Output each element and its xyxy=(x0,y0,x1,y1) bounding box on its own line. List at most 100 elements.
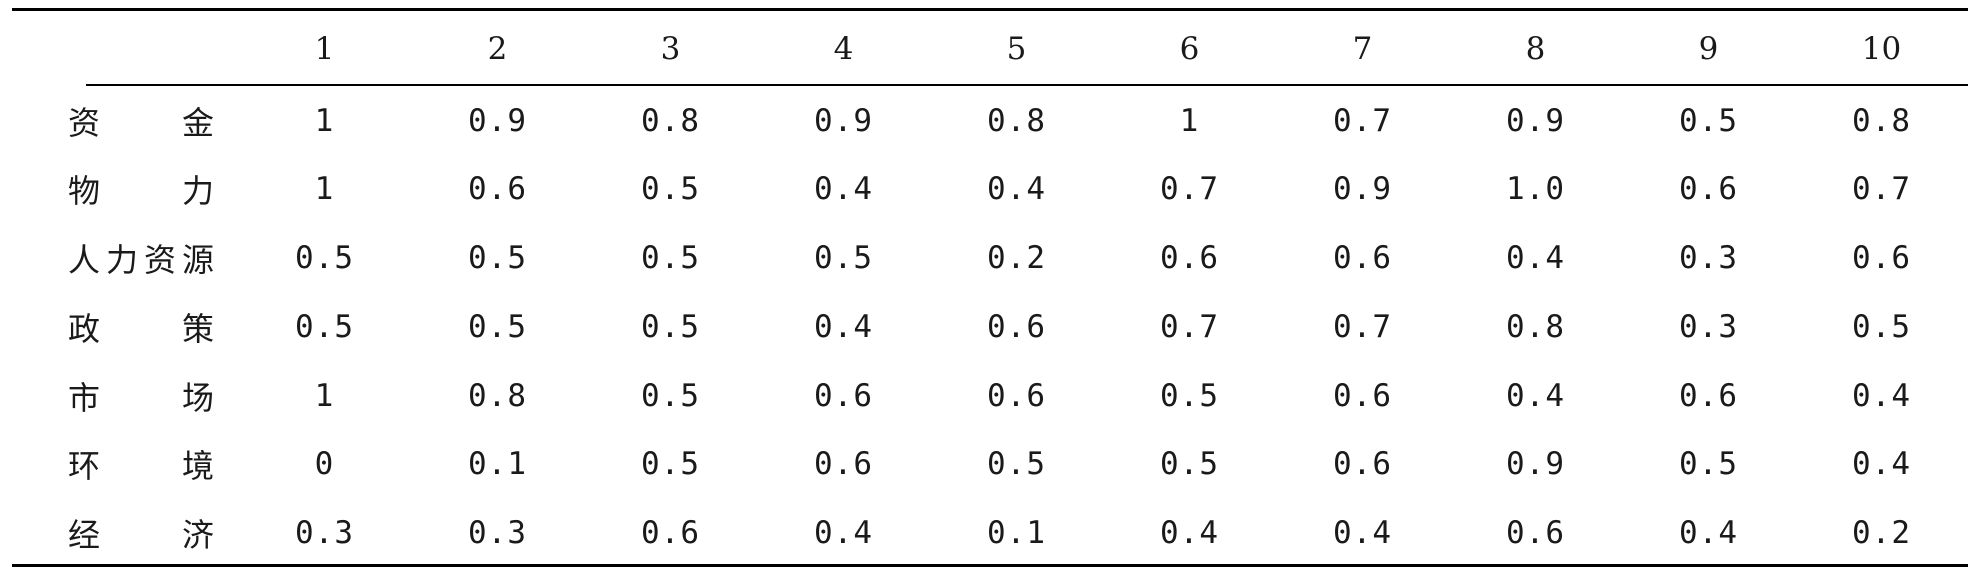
table-row: 政 策 0.5 0.5 0.5 0.4 0.6 0.7 0.7 0.8 0.3 0.5 xyxy=(12,292,1968,361)
column-header: 6 xyxy=(1179,31,1200,67)
value-cell: 0.4 xyxy=(1333,515,1392,552)
data-table: 1 2 3 4 5 6 7 8 9 10 资 金 1 0.9 0.8 0.9 0.8 1 0.7 0.9 0.5 0.… xyxy=(12,12,1968,568)
value-cell: 0.7 xyxy=(1160,308,1219,345)
row-label-cell: 市 场 xyxy=(12,361,238,430)
value-cell: 0.5 xyxy=(641,446,700,483)
column-header: 10 xyxy=(1861,31,1902,67)
value-cell: 1 xyxy=(1179,103,1200,140)
value-cell: 0.3 xyxy=(1679,239,1738,276)
value-cell: 0.3 xyxy=(468,515,527,552)
value-cell: 1.0 xyxy=(1506,171,1565,208)
value-cell: 0.5 xyxy=(1679,446,1738,483)
value-cell: 0.8 xyxy=(1506,308,1565,345)
value-cell: 0.9 xyxy=(1333,171,1392,208)
row-label: 资 金 xyxy=(68,104,214,143)
value-cell: 0.5 xyxy=(468,239,527,276)
value-cell: 0.4 xyxy=(814,308,873,345)
value-cell: 0.5 xyxy=(641,171,700,208)
value-cell: 0.8 xyxy=(468,377,527,414)
value-cell: 0.6 xyxy=(1852,239,1911,276)
value-cell: 0.6 xyxy=(1160,239,1219,276)
column-header: 3 xyxy=(660,31,681,67)
value-cell: 0.5 xyxy=(1679,103,1738,140)
value-cell: 0.4 xyxy=(1852,377,1911,414)
value-cell: 0.5 xyxy=(1160,446,1219,483)
value-cell: 0.7 xyxy=(1160,171,1219,208)
value-cell: 0.3 xyxy=(1679,308,1738,345)
table-row: 环 境 0 0.1 0.5 0.6 0.5 0.5 0.6 0.9 0.5 0.4 xyxy=(12,430,1968,499)
value-cell: 0.7 xyxy=(1333,103,1392,140)
table-row: 经 济 0.3 0.3 0.6 0.4 0.1 0.4 0.4 0.6 0.4 0.2 xyxy=(12,499,1968,568)
row-label-cell: 资 金 xyxy=(12,86,238,155)
column-header: 2 xyxy=(487,31,508,67)
value-cell: 0.4 xyxy=(814,515,873,552)
value-cell: 0.6 xyxy=(814,377,873,414)
row-label-cell: 经 济 xyxy=(12,499,238,568)
value-cell: 0.5 xyxy=(641,377,700,414)
value-cell: 1 xyxy=(314,171,335,208)
value-cell: 0.6 xyxy=(1679,171,1738,208)
value-cell: 0.4 xyxy=(1506,377,1565,414)
value-cell: 0.4 xyxy=(814,171,873,208)
value-cell: 0.6 xyxy=(814,446,873,483)
value-cell: 0.6 xyxy=(1506,515,1565,552)
row-label: 政 策 xyxy=(68,309,214,348)
value-cell: 0.4 xyxy=(1852,446,1911,483)
table-top-rule xyxy=(12,8,1968,11)
value-cell: 0.5 xyxy=(295,239,354,276)
value-cell: 0.4 xyxy=(987,171,1046,208)
table-body: 资 金 1 0.9 0.8 0.9 0.8 1 0.7 0.9 0.5 0.8 物 力 1 0.6 0.5 0… xyxy=(12,86,1968,568)
value-cell: 0.9 xyxy=(1506,103,1565,140)
value-cell: 0.5 xyxy=(295,308,354,345)
row-label-cell: 环 境 xyxy=(12,430,238,499)
value-cell: 0.8 xyxy=(987,103,1046,140)
value-cell: 0.4 xyxy=(1160,515,1219,552)
row-label: 人力资源 xyxy=(68,240,214,279)
value-cell: 0.8 xyxy=(641,103,700,140)
header-row: 1 2 3 4 5 6 7 8 9 10 xyxy=(12,12,1968,86)
value-cell: 0.6 xyxy=(987,377,1046,414)
value-cell: 0.5 xyxy=(641,239,700,276)
table-row: 资 金 1 0.9 0.8 0.9 0.8 1 0.7 0.9 0.5 0.8 xyxy=(12,86,1968,155)
column-header: 1 xyxy=(314,31,335,67)
value-cell: 0.2 xyxy=(1852,515,1911,552)
column-header: 9 xyxy=(1698,31,1719,67)
table-bottom-rule xyxy=(12,564,1968,567)
row-label: 经 济 xyxy=(68,516,214,555)
value-cell: 0.8 xyxy=(1852,103,1911,140)
value-cell: 0.9 xyxy=(1506,446,1565,483)
value-cell: 0.5 xyxy=(468,308,527,345)
value-cell: 0.9 xyxy=(814,103,873,140)
value-cell: 0 xyxy=(314,446,335,483)
row-label-cell: 人力资源 xyxy=(12,224,238,293)
row-label: 物 力 xyxy=(68,172,214,211)
row-label: 环 境 xyxy=(68,447,214,486)
value-cell: 0.7 xyxy=(1333,308,1392,345)
value-cell: 0.5 xyxy=(987,446,1046,483)
column-header: 8 xyxy=(1525,31,1546,67)
table-header-rule xyxy=(86,84,1968,86)
value-cell: 0.1 xyxy=(987,515,1046,552)
value-cell: 1 xyxy=(314,377,335,414)
table-row: 市 场 1 0.8 0.5 0.6 0.6 0.5 0.6 0.4 0.6 0.4 xyxy=(12,361,1968,430)
value-cell: 0.6 xyxy=(987,308,1046,345)
column-header: 4 xyxy=(833,31,854,67)
value-cell: 0.6 xyxy=(1333,446,1392,483)
value-cell: 0.5 xyxy=(1160,377,1219,414)
value-cell: 0.6 xyxy=(641,515,700,552)
column-header: 5 xyxy=(1006,31,1027,67)
row-label-cell: 物 力 xyxy=(12,155,238,224)
row-label: 市 场 xyxy=(68,378,214,417)
value-cell: 0.2 xyxy=(987,239,1046,276)
table-header: 1 2 3 4 5 6 7 8 9 10 xyxy=(12,12,1968,86)
value-cell: 0.6 xyxy=(1333,239,1392,276)
table-row: 物 力 1 0.6 0.5 0.4 0.4 0.7 0.9 1.0 0.6 0.7 xyxy=(12,155,1968,224)
value-cell: 0.3 xyxy=(295,515,354,552)
value-cell: 1 xyxy=(314,103,335,140)
value-cell: 0.7 xyxy=(1852,171,1911,208)
value-cell: 0.6 xyxy=(468,171,527,208)
row-label-cell: 政 策 xyxy=(12,292,238,361)
value-cell: 0.5 xyxy=(814,239,873,276)
corner-cell xyxy=(12,12,238,86)
